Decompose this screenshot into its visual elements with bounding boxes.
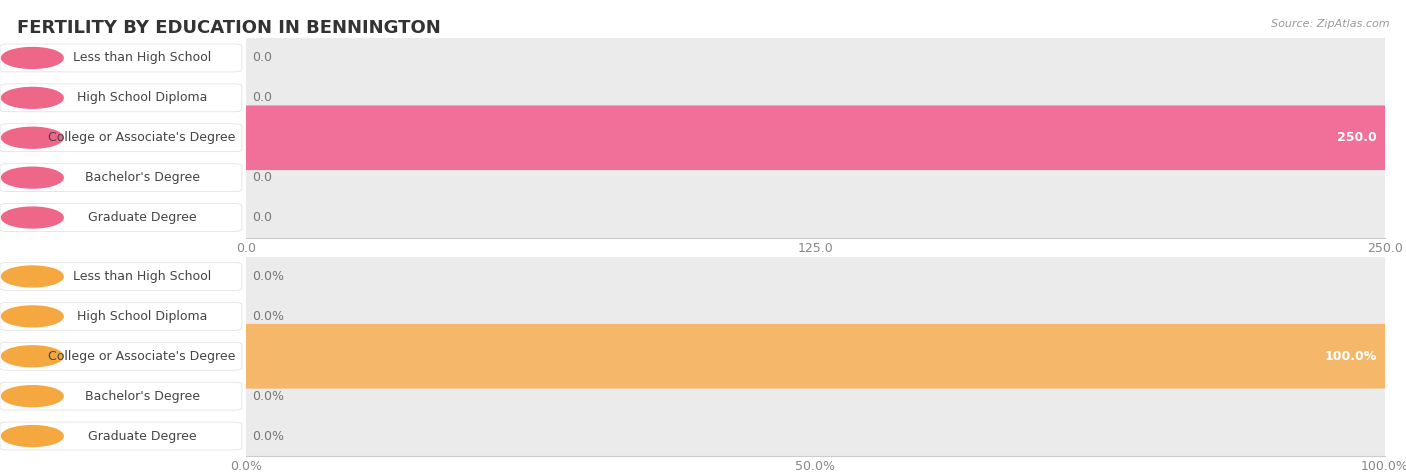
FancyBboxPatch shape (243, 185, 1388, 250)
FancyBboxPatch shape (243, 105, 1388, 170)
Text: College or Associate's Degree: College or Associate's Degree (48, 131, 236, 144)
Text: 0.0%: 0.0% (252, 390, 284, 403)
Text: Graduate Degree: Graduate Degree (87, 429, 197, 443)
Text: 0.0: 0.0 (252, 51, 271, 65)
Text: Less than High School: Less than High School (73, 51, 211, 65)
FancyBboxPatch shape (243, 66, 1388, 130)
Text: Graduate Degree: Graduate Degree (87, 211, 197, 224)
Text: FERTILITY BY EDUCATION IN BENNINGTON: FERTILITY BY EDUCATION IN BENNINGTON (17, 19, 440, 37)
Text: 0.0: 0.0 (252, 171, 271, 184)
Text: Bachelor's Degree: Bachelor's Degree (84, 390, 200, 403)
FancyBboxPatch shape (240, 284, 1391, 349)
FancyBboxPatch shape (240, 364, 1391, 428)
Text: 0.0: 0.0 (252, 91, 271, 104)
Text: 0.0%: 0.0% (252, 270, 284, 283)
Text: 0.0: 0.0 (252, 211, 271, 224)
Text: 100.0%: 100.0% (1324, 350, 1376, 363)
FancyBboxPatch shape (240, 324, 1391, 389)
Text: High School Diploma: High School Diploma (77, 310, 207, 323)
FancyBboxPatch shape (243, 26, 1388, 90)
FancyBboxPatch shape (240, 404, 1391, 468)
Text: 0.0%: 0.0% (252, 310, 284, 323)
Text: 250.0: 250.0 (1337, 131, 1376, 144)
Text: Source: ZipAtlas.com: Source: ZipAtlas.com (1271, 19, 1389, 29)
Text: Less than High School: Less than High School (73, 270, 211, 283)
FancyBboxPatch shape (243, 105, 1388, 170)
Text: High School Diploma: High School Diploma (77, 91, 207, 104)
Text: Bachelor's Degree: Bachelor's Degree (84, 171, 200, 184)
Text: 0.0%: 0.0% (252, 429, 284, 443)
FancyBboxPatch shape (240, 324, 1391, 389)
Text: College or Associate's Degree: College or Associate's Degree (48, 350, 236, 363)
FancyBboxPatch shape (243, 145, 1388, 210)
FancyBboxPatch shape (240, 244, 1391, 309)
